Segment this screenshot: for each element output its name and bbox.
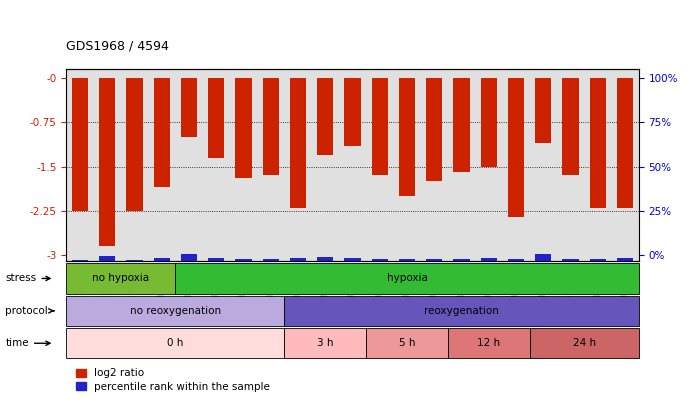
Text: hypoxia: hypoxia (387, 273, 427, 283)
Bar (126, 78, 142, 211)
Text: 3 h: 3 h (317, 338, 334, 348)
Bar (590, 259, 606, 261)
Bar (426, 259, 443, 261)
Bar (66, 263, 175, 294)
Bar (563, 78, 579, 175)
Text: 0 h: 0 h (167, 338, 184, 348)
Bar (481, 78, 497, 166)
Bar (208, 258, 224, 261)
Bar (290, 78, 306, 208)
Bar (208, 78, 224, 158)
Bar (99, 256, 115, 261)
Bar (72, 78, 88, 211)
Bar (262, 78, 279, 175)
Text: 5 h: 5 h (399, 338, 415, 348)
Bar (235, 259, 252, 261)
Bar (344, 258, 361, 261)
Bar (535, 78, 551, 143)
Bar (344, 78, 361, 146)
Bar (535, 254, 551, 261)
Bar (590, 78, 606, 208)
Bar (371, 259, 388, 261)
Text: time: time (6, 338, 50, 348)
Bar (563, 259, 579, 261)
Text: no reoxygenation: no reoxygenation (130, 306, 221, 316)
Bar (72, 260, 88, 261)
Bar (617, 78, 633, 208)
Text: reoxygenation: reoxygenation (424, 306, 499, 316)
Text: 24 h: 24 h (572, 338, 595, 348)
Text: 12 h: 12 h (477, 338, 500, 348)
Bar (66, 328, 284, 358)
Bar (366, 328, 448, 358)
Bar (371, 78, 388, 175)
Bar (181, 78, 197, 137)
Bar (284, 328, 366, 358)
Bar (175, 263, 639, 294)
Text: stress: stress (6, 273, 50, 283)
Bar (317, 257, 334, 261)
Bar (617, 258, 633, 261)
Bar (181, 254, 197, 261)
Bar (453, 78, 470, 173)
Bar (530, 328, 639, 358)
Bar (317, 78, 334, 155)
Bar (262, 259, 279, 261)
Bar (235, 78, 252, 178)
Text: protocol: protocol (6, 306, 54, 316)
Bar (453, 259, 470, 261)
Bar (284, 296, 639, 326)
Legend: log2 ratio, percentile rank within the sample: log2 ratio, percentile rank within the s… (71, 364, 274, 396)
Bar (290, 258, 306, 261)
Bar (126, 260, 142, 261)
Bar (154, 258, 170, 261)
Bar (448, 328, 530, 358)
Bar (426, 78, 443, 181)
Bar (399, 259, 415, 261)
Text: no hypoxia: no hypoxia (92, 273, 149, 283)
Bar (154, 78, 170, 187)
Bar (99, 78, 115, 246)
Text: GDS1968 / 4594: GDS1968 / 4594 (66, 40, 169, 53)
Bar (481, 258, 497, 261)
Bar (399, 78, 415, 196)
Bar (508, 78, 524, 217)
Bar (66, 296, 284, 326)
Bar (508, 259, 524, 261)
